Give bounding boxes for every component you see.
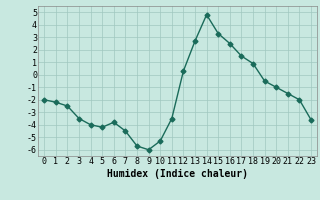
X-axis label: Humidex (Indice chaleur): Humidex (Indice chaleur) (107, 169, 248, 179)
